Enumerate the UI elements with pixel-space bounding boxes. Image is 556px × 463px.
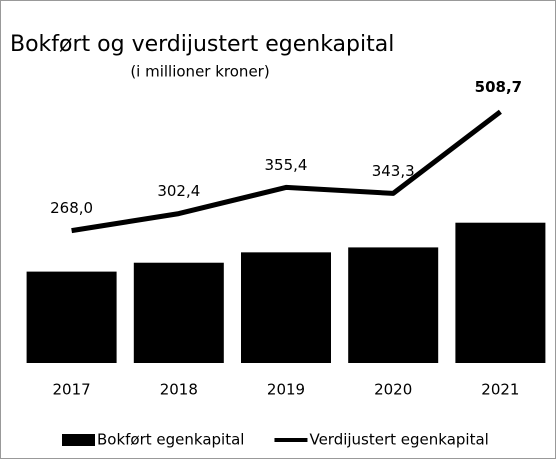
x-tick-label: 2018 bbox=[160, 381, 198, 399]
x-tick-label: 2017 bbox=[53, 381, 91, 399]
bar bbox=[348, 247, 439, 363]
bar bbox=[241, 252, 331, 363]
legend-label: Verdijustert egenkapital bbox=[309, 431, 488, 449]
data-label: 268,0 bbox=[50, 199, 93, 217]
data-label: 508,7 bbox=[475, 78, 522, 96]
legend-swatch bbox=[62, 434, 95, 446]
x-tick-label: 2021 bbox=[481, 381, 519, 399]
data-label: 343,3 bbox=[372, 162, 415, 180]
chart-title: Bokført og verdijustert egenkapital bbox=[10, 32, 394, 57]
bar bbox=[26, 271, 117, 363]
data-label: 302,4 bbox=[157, 182, 200, 200]
x-tick-label: 2019 bbox=[267, 381, 305, 399]
bar bbox=[455, 222, 546, 363]
x-tick-label: 2020 bbox=[374, 381, 412, 399]
legend-label: Bokført egenkapital bbox=[97, 431, 244, 449]
line bbox=[71, 109, 502, 234]
bar bbox=[133, 262, 224, 363]
chart-subtitle: (i millioner kroner) bbox=[130, 63, 269, 81]
data-label: 355,4 bbox=[265, 156, 308, 174]
